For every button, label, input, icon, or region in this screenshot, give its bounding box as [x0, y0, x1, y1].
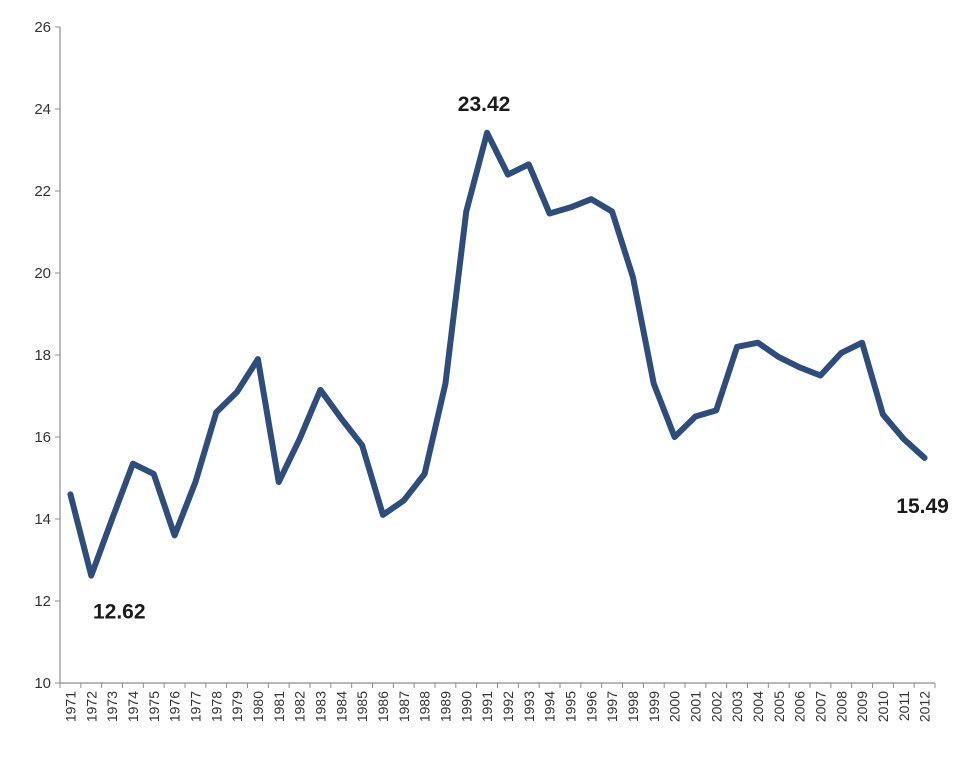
x-tick-label: 2012: [917, 691, 933, 722]
x-tick-label: 1982: [292, 691, 308, 722]
y-tick-label: 26: [34, 19, 51, 36]
x-tick-label: 1971: [62, 691, 78, 722]
x-tick-label: 2003: [729, 691, 745, 722]
x-tick-label: 1983: [312, 691, 328, 722]
x-tick-label: 1994: [542, 691, 558, 722]
y-tick-label: 20: [34, 265, 51, 282]
x-tick-label: 2004: [750, 691, 766, 722]
x-tick-label: 1978: [208, 691, 224, 722]
y-tick-label: 12: [34, 593, 51, 610]
x-tick-label: 1987: [396, 691, 412, 722]
data-label: 23.42: [458, 93, 511, 116]
x-tick-label: 2005: [771, 691, 787, 722]
y-tick-label: 18: [34, 347, 51, 364]
x-tick-label: 1977: [187, 691, 203, 722]
x-tick-label: 1981: [271, 691, 287, 722]
x-tick-label: 2007: [812, 691, 828, 722]
x-tick-label: 2008: [833, 691, 849, 722]
y-tick-label: 10: [34, 675, 51, 692]
x-tick-label: 1992: [500, 691, 516, 722]
x-tick-label: 2011: [896, 691, 912, 721]
x-tick-label: 1976: [167, 691, 183, 722]
x-tick-label: 1974: [125, 691, 141, 722]
series-line: [67, 129, 928, 579]
x-tick-label: 2009: [854, 691, 870, 722]
x-tick-label: 1991: [479, 691, 495, 722]
x-tick-label: 1997: [604, 691, 620, 722]
x-tick-label: 1986: [375, 691, 391, 722]
x-tick-label: 2010: [875, 691, 891, 722]
x-tick-label: 2001: [687, 691, 703, 722]
data-label: 15.49: [896, 495, 949, 518]
x-tick-label: 1973: [104, 691, 120, 722]
x-tick-label: 1996: [583, 691, 599, 722]
x-tick-label: 1979: [229, 691, 245, 722]
data-label: 12.62: [93, 601, 146, 624]
x-tick-label: 1985: [354, 691, 370, 722]
x-tick-label: 2002: [708, 691, 724, 722]
x-tick-label: 1999: [646, 691, 662, 722]
x-tick-label: 2000: [667, 691, 683, 722]
y-tick-label: 14: [34, 511, 51, 528]
x-tick-label: 1972: [83, 691, 99, 722]
x-tick-label: 1989: [437, 691, 453, 722]
y-tick-label: 24: [34, 101, 51, 118]
x-tick-label: 1984: [333, 691, 349, 722]
x-tick-label: 1993: [521, 691, 537, 722]
x-tick-label: 2006: [792, 691, 808, 722]
x-tick-label: 1980: [250, 691, 266, 722]
x-tick-label: 1975: [146, 691, 162, 722]
x-tick-label: 1995: [562, 691, 578, 722]
x-tick-label: 1998: [625, 691, 641, 722]
y-tick-label: 16: [34, 429, 51, 446]
y-tick-label: 22: [34, 183, 51, 200]
x-tick-label: 1990: [458, 691, 474, 722]
x-tick-label: 1988: [417, 691, 433, 722]
